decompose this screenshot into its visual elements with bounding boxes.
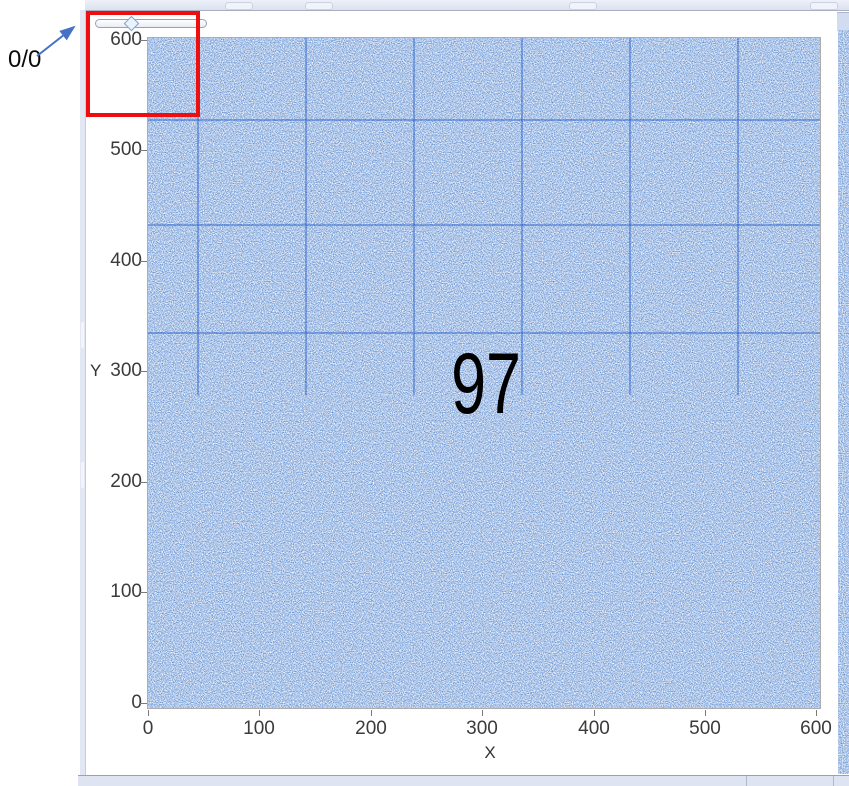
adjacent-window-header [837, 12, 849, 31]
y-tick-label: 500 [110, 139, 142, 160]
x-tick-mark [259, 710, 260, 716]
x-tick-label: 100 [243, 718, 275, 739]
annotation-highlight-box [86, 11, 200, 117]
y-tick-mark [139, 371, 147, 372]
y-tick-mark [139, 592, 147, 593]
window-left-border [80, 10, 86, 775]
status-bar-top-line [78, 775, 849, 776]
x-tick-mark [594, 710, 595, 716]
y-tick-label: 100 [110, 581, 142, 602]
y-tick-mark [139, 482, 147, 483]
x-axis-title: X [484, 743, 496, 762]
window-top-border [85, 0, 849, 11]
center-value-label: 97 [451, 336, 521, 432]
top-border-grip [569, 2, 597, 10]
x-tick-label: 600 [800, 718, 832, 739]
x-tick-label: 400 [578, 718, 610, 739]
left-border-grip [81, 462, 84, 488]
y-tick-label: 400 [110, 250, 142, 271]
y-tick-mark [139, 40, 147, 41]
y-tick-label: 600 [110, 29, 142, 50]
y-tick-mark [139, 261, 147, 262]
y-tick-mark [139, 150, 147, 151]
left-border-grip [81, 322, 84, 348]
x-tick-mark [816, 710, 817, 716]
x-tick-mark [705, 710, 706, 716]
y-tick-label: 0 [131, 692, 142, 713]
y-axis-title: Y [90, 361, 102, 380]
x-tick-label: 200 [355, 718, 387, 739]
x-tick-mark [482, 710, 483, 716]
x-tick-mark [371, 710, 372, 716]
y-tick-label: 300 [110, 360, 142, 381]
y-tick-label: 200 [110, 471, 142, 492]
x-tick-label: 0 [142, 718, 154, 739]
annotation-callout-label: 0/0 [8, 46, 42, 73]
y-tick-mark [139, 703, 147, 704]
graph-zoom-slider-track[interactable] [95, 19, 207, 28]
status-bar-separator [833, 776, 834, 786]
top-border-grip [305, 2, 333, 10]
top-border-grip [810, 2, 838, 10]
plot-area[interactable] [147, 37, 821, 709]
status-bar [78, 776, 849, 786]
top-border-grip [225, 2, 253, 10]
x-tick-label: 300 [466, 718, 498, 739]
annotation-arrow-icon [36, 25, 76, 57]
adjacent-window-scatter [838, 30, 849, 774]
x-tick-label: 500 [689, 718, 721, 739]
x-tick-mark [148, 710, 149, 716]
status-bar-separator [746, 776, 747, 786]
scatter-noise-field [148, 38, 820, 708]
